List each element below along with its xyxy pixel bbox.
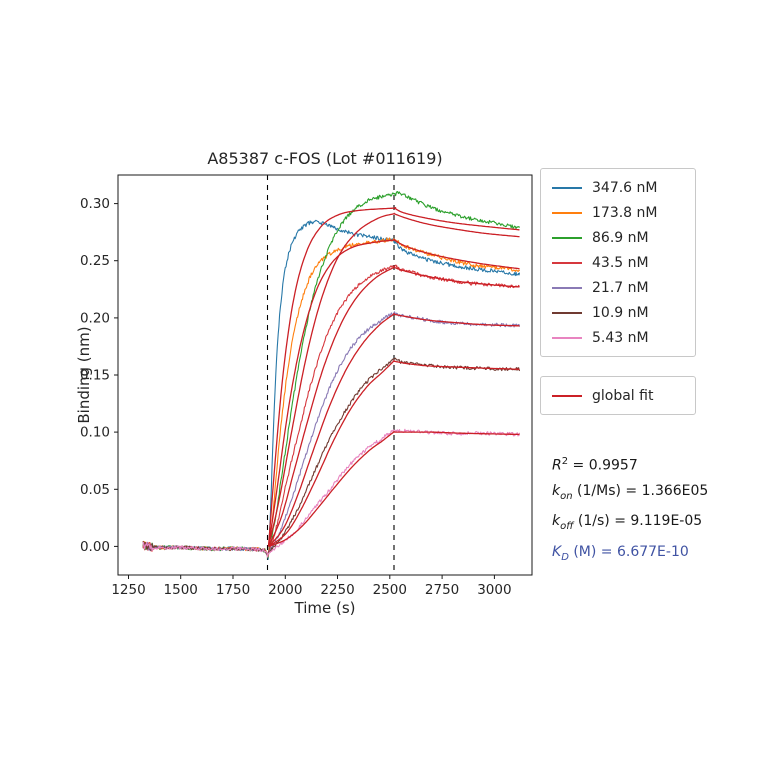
legend-label: 10.9 nM: [592, 304, 649, 321]
global-fit-curve-5: [268, 359, 520, 547]
x-axis-label: Time (s): [294, 599, 356, 617]
data-trace-3: [142, 264, 520, 558]
legend-item: 43.5 nM: [552, 250, 684, 275]
y-tick-label: 0.00: [80, 539, 110, 555]
x-tick-label: 2750: [425, 582, 459, 598]
r-squared-stat: R2 = 0.9957: [552, 456, 638, 474]
legend-item: 10.9 nM: [552, 300, 684, 325]
global-fit-label: global fit: [592, 387, 654, 404]
legend-line-swatch: [552, 336, 582, 339]
y-tick-label: 0.05: [80, 482, 110, 498]
fit-statistics: R2 = 0.9957 kon (1/Ms) = 1.366E05 koff (…: [552, 449, 708, 570]
x-tick-label: 1250: [111, 582, 145, 598]
global-fit-legend: global fit: [540, 376, 696, 415]
chart-title: A85387 c-FOS (Lot #011619): [207, 149, 443, 168]
legend-label: 43.5 nM: [592, 254, 649, 271]
kd-stat: KD (M) = 6.677E-10: [552, 543, 689, 563]
legend-label: 21.7 nM: [592, 279, 649, 296]
legend-item: 86.9 nM: [552, 225, 684, 250]
legend-item: 5.43 nM: [552, 325, 684, 350]
x-tick-label: 3000: [477, 582, 511, 598]
data-trace-6: [142, 428, 521, 558]
y-tick-label: 0.25: [80, 253, 110, 269]
legend-item: 21.7 nM: [552, 275, 684, 300]
y-tick-label: 0.15: [80, 368, 110, 384]
legend-label: 86.9 nM: [592, 229, 649, 246]
legend-line-swatch: [552, 211, 582, 214]
y-tick-label: 0.30: [80, 196, 110, 212]
global-fit-curve-2: [267, 212, 520, 547]
data-trace-1: [142, 237, 520, 559]
legend-line-swatch: [552, 311, 582, 314]
global-fit-curve-1: [267, 238, 520, 547]
legend-item: global fit: [552, 383, 684, 408]
x-tick-label: 2000: [268, 582, 302, 598]
legend-line-swatch: [552, 261, 582, 264]
x-tick-label: 2500: [373, 582, 407, 598]
legend-item: 347.6 nM: [552, 175, 684, 200]
series-legend: 347.6 nM 173.8 nM 86.9 nM 43.5 nM 21.7 n…: [540, 168, 696, 357]
global-fit-line-swatch: [552, 394, 582, 397]
x-tick-label: 1750: [216, 582, 250, 598]
data-trace-5: [142, 357, 521, 558]
legend-item: 173.8 nM: [552, 200, 684, 225]
plot-frame: [117, 174, 533, 576]
data-trace-2: [142, 191, 520, 559]
legend-line-swatch: [552, 236, 582, 239]
x-tick-label: 2250: [320, 582, 354, 598]
global-fit-curve-4: [268, 312, 520, 547]
y-tick-label: 0.20: [80, 310, 110, 326]
kon-stat: kon (1/Ms) = 1.366E05: [552, 483, 709, 502]
legend-line-swatch: [552, 186, 582, 189]
legend-label: 347.6 nM: [592, 179, 658, 196]
legend-label: 5.43 nM: [592, 329, 649, 346]
global-fit-curve-6: [268, 430, 520, 548]
koff-stat: koff (1/s) = 9.119E-05: [552, 513, 703, 533]
y-axis-label: Binding (nm): [75, 326, 93, 424]
legend-label: 173.8 nM: [592, 204, 658, 221]
legend-line-swatch: [552, 286, 582, 289]
global-fit-curve-0: [267, 207, 520, 547]
y-tick-label: 0.10: [80, 425, 110, 441]
x-tick-label: 1500: [164, 582, 198, 598]
global-fit-curve-3: [267, 266, 520, 547]
